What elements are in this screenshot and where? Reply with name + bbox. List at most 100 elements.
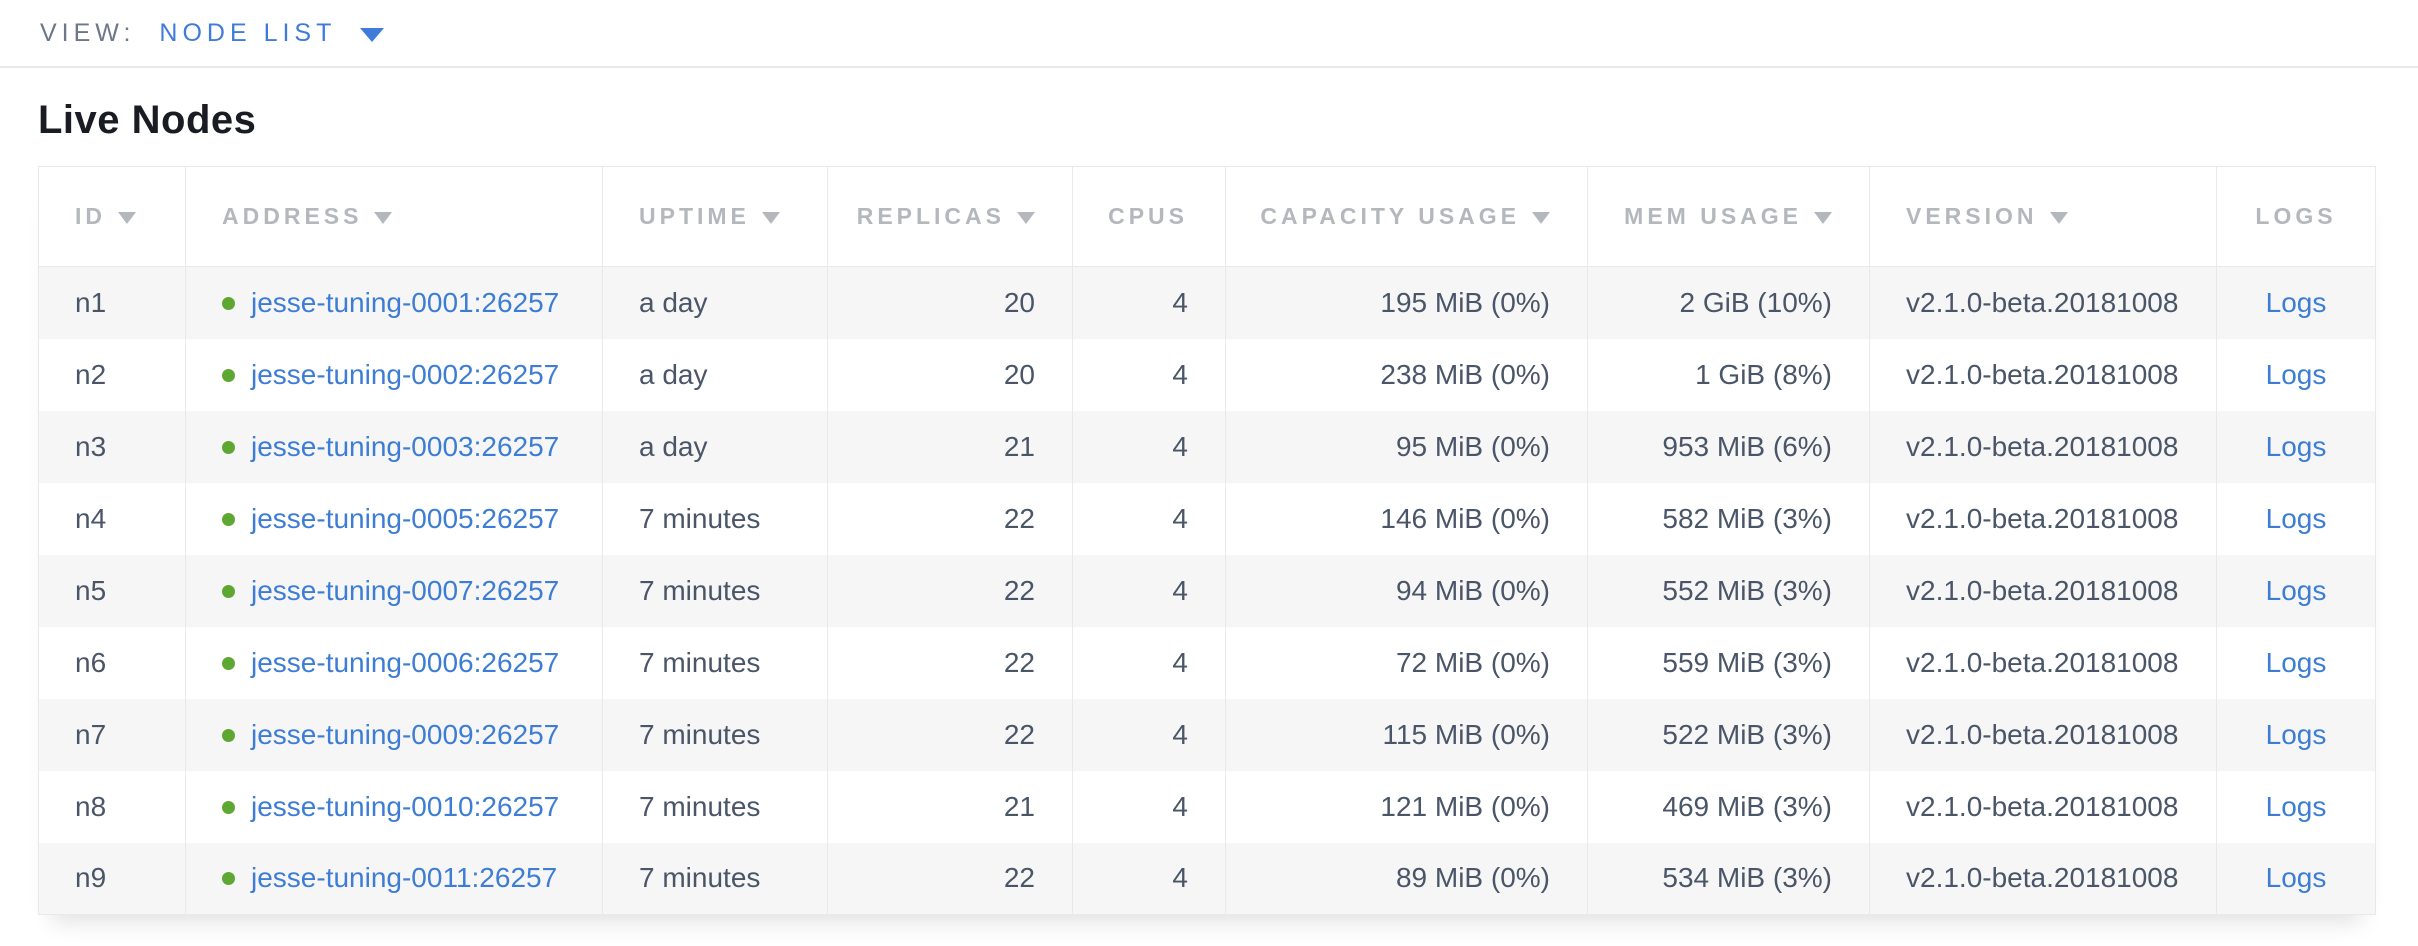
cell-address: jesse-tuning-0007:26257 <box>185 554 603 627</box>
column-label: VERSION <box>1906 203 2038 229</box>
sort-desc-icon <box>1017 212 1035 224</box>
cell-id: n9 <box>38 842 186 915</box>
address-link[interactable]: jesse-tuning-0002:26257 <box>251 358 560 390</box>
table-row: n8 jesse-tuning-0010:26257 7 minutes 21 4 121… <box>38 770 2376 843</box>
table-row: n4 jesse-tuning-0005:26257 7 minutes 22 4 146… <box>38 482 2376 555</box>
cell-uptime: 7 minutes <box>602 842 828 915</box>
header-row: ID ADDRESS UPTIME REPLICAS CPUS CAPACITY USAG… <box>38 166 2376 267</box>
cell-logs: Logs <box>2216 698 2376 771</box>
cell-address: jesse-tuning-0006:26257 <box>185 626 603 699</box>
cell-mem: 534 MiB (3%) <box>1587 842 1870 915</box>
cell-logs: Logs <box>2216 410 2376 483</box>
live-status-dot-icon <box>222 296 235 310</box>
cell-version: v2.1.0-beta.20181008 <box>1869 698 2217 771</box>
cell-replicas: 22 <box>827 842 1073 915</box>
cell-mem: 953 MiB (6%) <box>1587 410 1870 483</box>
cell-logs: Logs <box>2216 842 2376 915</box>
cell-cpus: 4 <box>1072 482 1226 555</box>
column-label: ADDRESS <box>222 203 363 229</box>
chevron-down-icon <box>360 28 385 42</box>
logs-link[interactable]: Logs <box>2265 358 2327 390</box>
cell-capacity: 94 MiB (0%) <box>1225 554 1588 627</box>
cell-replicas: 22 <box>827 698 1073 771</box>
cell-mem: 1 GiB (8%) <box>1587 338 1870 411</box>
logs-link[interactable]: Logs <box>2265 718 2327 750</box>
cell-uptime: 7 minutes <box>602 554 828 627</box>
table-header: ID ADDRESS UPTIME REPLICAS CPUS CAPACITY USAG… <box>38 166 2376 267</box>
cell-version: v2.1.0-beta.20181008 <box>1869 842 2217 915</box>
logs-link[interactable]: Logs <box>2265 430 2327 462</box>
cell-capacity: 238 MiB (0%) <box>1225 338 1588 411</box>
cell-replicas: 22 <box>827 554 1073 627</box>
address-link[interactable]: jesse-tuning-0007:26257 <box>251 574 560 606</box>
cell-cpus: 4 <box>1072 626 1226 699</box>
logs-link[interactable]: Logs <box>2265 286 2327 318</box>
logs-link[interactable]: Logs <box>2265 574 2327 606</box>
table-row: n6 jesse-tuning-0006:26257 7 minutes 22 4 72 … <box>38 626 2376 699</box>
cell-uptime: 7 minutes <box>602 698 828 771</box>
cell-replicas: 22 <box>827 626 1073 699</box>
view-selector-dropdown[interactable]: NODE LIST <box>159 19 385 48</box>
address-link[interactable]: jesse-tuning-0006:26257 <box>251 646 560 678</box>
sort-desc-icon <box>374 212 393 224</box>
table-row: n3 jesse-tuning-0003:26257 a day 21 4 95 MiB … <box>38 410 2376 483</box>
view-bar: VIEW: NODE LIST <box>0 0 2418 68</box>
cell-replicas: 21 <box>827 770 1073 843</box>
cell-capacity: 72 MiB (0%) <box>1225 626 1588 699</box>
cell-mem: 469 MiB (3%) <box>1587 770 1870 843</box>
live-status-dot-icon <box>222 800 235 814</box>
address-link[interactable]: jesse-tuning-0005:26257 <box>251 502 560 534</box>
cell-id: n3 <box>38 410 186 483</box>
cell-uptime: 7 minutes <box>602 770 828 843</box>
address-link[interactable]: jesse-tuning-0001:26257 <box>251 286 560 318</box>
address-link[interactable]: jesse-tuning-0009:26257 <box>251 718 560 750</box>
sort-desc-icon <box>761 212 780 224</box>
cell-id: n4 <box>38 482 186 555</box>
column-label: MEM USAGE <box>1624 203 1802 229</box>
column-header-mem[interactable]: MEM USAGE <box>1587 166 1870 267</box>
column-header-version[interactable]: VERSION <box>1869 166 2217 267</box>
cell-capacity: 146 MiB (0%) <box>1225 482 1588 555</box>
cell-capacity: 115 MiB (0%) <box>1225 698 1588 771</box>
cell-version: v2.1.0-beta.20181008 <box>1869 626 2217 699</box>
logs-link[interactable]: Logs <box>2265 862 2327 894</box>
column-header-address[interactable]: ADDRESS <box>185 166 603 267</box>
cell-address: jesse-tuning-0010:26257 <box>185 770 603 843</box>
table-body: n1 jesse-tuning-0001:26257 a day 20 4 195 MiB… <box>38 266 2376 915</box>
cell-capacity: 89 MiB (0%) <box>1225 842 1588 915</box>
table-row: n5 jesse-tuning-0007:26257 7 minutes 22 4 94 … <box>38 554 2376 627</box>
live-status-dot-icon <box>222 512 235 526</box>
address-link[interactable]: jesse-tuning-0003:26257 <box>251 430 560 462</box>
column-label: CAPACITY USAGE <box>1260 203 1520 229</box>
column-label: ID <box>75 203 106 229</box>
cell-address: jesse-tuning-0001:26257 <box>185 266 603 339</box>
cell-id: n7 <box>38 698 186 771</box>
cell-cpus: 4 <box>1072 770 1226 843</box>
cell-uptime: 7 minutes <box>602 626 828 699</box>
address-link[interactable]: jesse-tuning-0010:26257 <box>251 790 560 822</box>
table-row: n1 jesse-tuning-0001:26257 a day 20 4 195 MiB… <box>38 266 2376 339</box>
cell-replicas: 21 <box>827 410 1073 483</box>
cell-logs: Logs <box>2216 266 2376 339</box>
column-header-replicas[interactable]: REPLICAS <box>827 166 1073 267</box>
live-status-dot-icon <box>222 656 235 670</box>
column-header-id[interactable]: ID <box>38 166 186 267</box>
live-nodes-table: ID ADDRESS UPTIME REPLICAS CPUS CAPACITY USAG… <box>38 166 2376 915</box>
address-link[interactable]: jesse-tuning-0011:26257 <box>251 862 558 894</box>
cell-address: jesse-tuning-0005:26257 <box>185 482 603 555</box>
column-header-uptime[interactable]: UPTIME <box>602 166 828 267</box>
live-status-dot-icon <box>222 584 235 598</box>
logs-link[interactable]: Logs <box>2265 646 2327 678</box>
cell-mem: 2 GiB (10%) <box>1587 266 1870 339</box>
cell-id: n5 <box>38 554 186 627</box>
logs-link[interactable]: Logs <box>2265 502 2327 534</box>
cell-version: v2.1.0-beta.20181008 <box>1869 770 2217 843</box>
cell-capacity: 95 MiB (0%) <box>1225 410 1588 483</box>
cell-capacity: 121 MiB (0%) <box>1225 770 1588 843</box>
column-label: LOGS <box>2255 203 2337 229</box>
cell-uptime: a day <box>602 266 828 339</box>
sort-desc-icon <box>1532 212 1550 224</box>
column-header-capacity[interactable]: CAPACITY USAGE <box>1225 166 1588 267</box>
logs-link[interactable]: Logs <box>2265 790 2327 822</box>
cell-logs: Logs <box>2216 770 2376 843</box>
